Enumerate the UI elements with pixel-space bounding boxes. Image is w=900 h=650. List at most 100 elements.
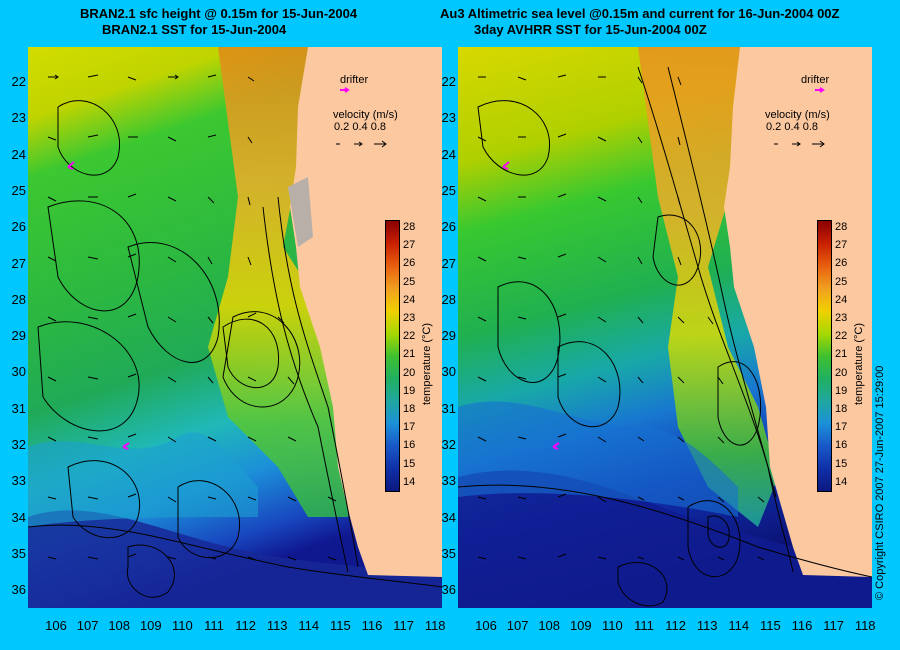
latitude-label-left: 30 [11,364,26,380]
colorbar-tick-label: 17 [403,421,416,434]
latitude-label-right: 23 [441,110,456,126]
longitude-label-left: 118 [424,618,446,633]
colorbar-tick-label: 21 [403,348,416,361]
right-colorbar [817,220,832,492]
colorbar-tick-label: 14 [403,475,416,488]
longitude-label-right: 109 [569,618,592,633]
longitude-label-right: 111 [634,618,654,633]
colorbar-tick-label: 16 [835,439,848,452]
colorbar-tick-label: 19 [835,384,848,397]
left-title-line2: BRAN2.1 SST for 15-Jun-2004 [102,22,287,37]
colorbar-tick-label: 26 [403,257,416,270]
colorbar-tick-label: 15 [835,457,848,470]
colorbar-tick-label: 24 [835,293,848,306]
left-drifter-label: drifter [340,74,369,86]
longitude-label-right: 107 [506,618,529,633]
right-velocity-scale-arrows [774,140,825,148]
left-velocity-values: 0.2 0.4 0.8 [334,121,386,133]
latitude-label-left: 33 [11,473,26,489]
longitude-label-left: 111 [204,618,224,633]
longitude-label-right: 115 [760,618,781,633]
left-title-line1: BRAN2.1 sfc height @ 0.15m for 15-Jun-20… [80,6,358,21]
longitude-label-right: 114 [728,618,750,633]
longitude-label-right: 118 [854,618,876,633]
latitude-label-left: 25 [11,182,26,198]
latitude-label-left: 24 [11,146,26,162]
right-drifter-label: drifter [801,74,830,86]
colorbar-tick-label: 16 [403,439,416,452]
latitude-label-right: 30 [441,364,456,380]
colorbar-tick-label: 17 [835,421,848,434]
right-drifter-legend-arrow [815,87,825,93]
colorbar-tick-label: 26 [835,257,848,270]
right-colorbar-title: temperature (°C) [853,322,865,405]
left-velocity-label: velocity (m/s) [333,109,398,121]
latitude-label-left: 22 [11,74,26,89]
latitude-label-left: 28 [11,291,26,307]
left-drifter-tracks [67,161,130,450]
colorbar-tick-label: 22 [403,330,416,343]
colorbar-tick-label: 28 [835,221,848,233]
latitude-label-left: 32 [11,437,26,452]
right-title-line2: 3day AVHRR SST for 15-Jun-2004 00Z [474,22,707,37]
longitude-label-left: 107 [76,618,99,633]
longitude-label-left: 109 [139,618,162,633]
copyright-text: © Copyright CSIRO 2007 27-Jun-2007 15:29… [874,365,886,600]
colorbar-tick-label: 28 [403,221,416,233]
latitude-label-left: 29 [11,328,26,344]
latitude-label-right: 24 [441,146,456,162]
colorbar-tick-label: 23 [403,312,416,324]
longitude-label-left: 108 [108,618,131,633]
latitude-label-right: 32 [441,437,456,452]
latitude-label-left: 26 [11,219,26,235]
longitude-label-right: 110 [602,618,623,633]
latitude-label-right: 29 [441,328,456,344]
latitude-label-left: 36 [11,582,26,598]
longitude-label-right: 108 [538,618,561,633]
latitude-label-right: 27 [441,255,456,271]
longitude-label-right: 113 [696,618,718,633]
colorbar-tick-label: 20 [835,366,848,379]
longitude-label-left: 112 [235,618,256,633]
latitude-label-right: 31 [441,400,456,416]
colorbar-tick-label: 21 [835,348,848,361]
right-drifter-tracks [502,161,560,450]
longitude-label-left: 116 [361,618,383,633]
right-velocity-label: velocity (m/s) [765,109,830,121]
colorbar-tick-label: 27 [835,239,848,252]
right-map [458,47,872,608]
right-velocity-values: 0.2 0.4 0.8 [766,121,818,133]
longitude-label-left: 110 [172,618,193,633]
latitude-label-right: 33 [441,473,456,489]
latitude-label-right: 25 [441,182,456,198]
latitude-label-right: 34 [441,509,456,525]
colorbar-tick-label: 18 [835,403,848,415]
left-map-panel [28,47,442,608]
longitude-label-right: 117 [823,618,844,633]
right-map-panel [458,47,872,608]
latitude-label-right: 22 [441,74,456,89]
left-colorbar [385,220,400,492]
colorbar-tick-label: 19 [403,384,416,397]
left-map [28,47,442,608]
longitude-label-left: 115 [330,618,351,633]
longitude-label-left: 114 [298,618,320,633]
longitude-label-left: 117 [393,618,414,633]
longitude-label-right: 106 [475,618,497,633]
colorbar-tick-label: 20 [403,366,416,379]
longitude-label-right: 116 [791,618,813,633]
left-velocity-scale-arrows [336,140,387,148]
right-title-line1: Au3 Altimetric sea level @0.15m and curr… [440,6,840,21]
longitude-label-left: 113 [266,618,288,633]
latitude-label-right: 35 [441,545,456,561]
latitude-label-left: 27 [11,255,26,271]
colorbar-tick-label: 24 [403,293,416,306]
colorbar-tick-label: 18 [403,403,416,415]
latitude-label-right: 28 [441,291,456,307]
longitude-label-left: 106 [45,618,67,633]
latitude-label-left: 35 [11,545,26,561]
latitude-label-right: 26 [441,219,456,235]
colorbar-tick-label: 25 [403,275,416,288]
latitude-label-right: 36 [441,582,456,598]
colorbar-tick-label: 22 [835,330,848,343]
